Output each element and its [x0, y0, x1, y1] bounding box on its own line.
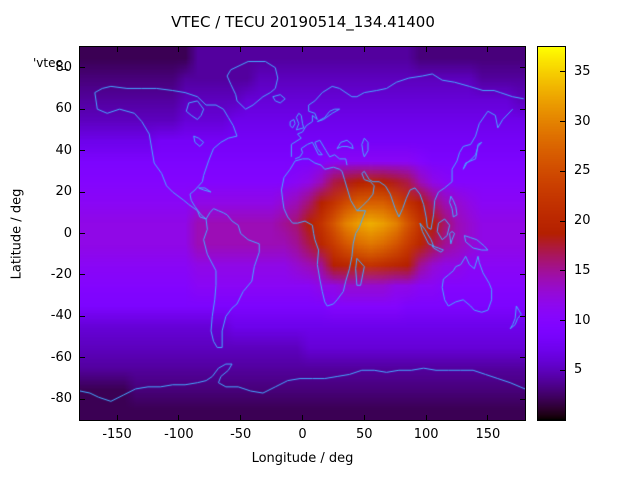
- colorbar-tick-mark: [560, 170, 565, 172]
- x-tick-mark: [425, 415, 427, 420]
- y-tick-mark: [80, 150, 85, 152]
- x-tick-label: -50: [230, 427, 252, 442]
- y-tick-mark: [520, 191, 525, 193]
- x-tick-mark: [116, 47, 118, 52]
- key-label: 'vtec_: [33, 56, 69, 70]
- colorbar: [537, 46, 566, 421]
- y-tick-mark: [80, 357, 85, 359]
- colorbar-tick-label: 10: [574, 312, 591, 328]
- x-tick-mark: [302, 47, 303, 52]
- y-tick-mark: [80, 67, 85, 69]
- y-tick-mark: [80, 398, 85, 400]
- y-tick-mark: [80, 108, 85, 110]
- colorbar-tick-mark: [560, 369, 565, 371]
- x-tick-mark: [487, 415, 489, 420]
- y-tick-label: 40: [55, 142, 72, 158]
- x-tick-label: -100: [164, 427, 194, 442]
- colorbar-tick-label: 35: [574, 63, 591, 79]
- colorbar-tick-mark: [560, 220, 565, 222]
- x-tick-mark: [178, 415, 180, 420]
- x-tick-label: 0: [298, 427, 307, 442]
- plot-area: [79, 46, 526, 421]
- x-tick-mark: [425, 47, 427, 52]
- x-tick-mark: [240, 415, 242, 420]
- plot-title: VTEC / TECU 20190514_134.41400: [171, 13, 435, 31]
- y-tick-mark: [80, 191, 85, 193]
- y-tick-label: -80: [50, 391, 72, 407]
- colorbar-tick-mark: [560, 121, 565, 123]
- x-tick-mark: [302, 415, 303, 420]
- y-tick-mark: [520, 315, 525, 317]
- y-tick-mark: [80, 233, 85, 234]
- colorbar-tick-mark: [560, 71, 565, 73]
- y-tick-mark: [80, 274, 85, 276]
- y-tick-mark: [80, 315, 85, 317]
- y-tick-mark: [520, 233, 525, 234]
- colorbar-tick-label: 25: [574, 163, 591, 179]
- x-tick-label: 150: [475, 427, 501, 442]
- y-tick-label: -20: [50, 266, 72, 282]
- colorbar-tick-label: 30: [574, 113, 591, 129]
- x-tick-mark: [363, 47, 365, 52]
- colorbar-tick-label: 15: [574, 262, 591, 278]
- y-tick-label: 20: [55, 184, 72, 200]
- x-tick-label: -150: [102, 427, 132, 442]
- colorbar-tick-mark: [560, 320, 565, 322]
- y-tick-mark: [520, 398, 525, 400]
- colorbar-tick-mark: [560, 270, 565, 272]
- colorbar-gradient-canvas: [538, 47, 565, 420]
- y-tick-label: 60: [55, 101, 72, 117]
- colorbar-tick-label: 20: [574, 213, 591, 229]
- y-tick-label: -60: [50, 349, 72, 365]
- y-tick-mark: [520, 67, 525, 69]
- x-axis-label: Longitude / deg: [251, 451, 354, 466]
- y-tick-mark: [520, 108, 525, 110]
- colorbar-tick-label: 5: [574, 362, 583, 378]
- y-tick-label: 0: [63, 225, 72, 241]
- y-tick-mark: [520, 357, 525, 359]
- heatmap-canvas: [80, 47, 525, 420]
- x-tick-mark: [363, 415, 365, 420]
- x-tick-label: 100: [413, 427, 439, 442]
- x-tick-label: 50: [356, 427, 373, 442]
- x-tick-mark: [116, 415, 118, 420]
- x-tick-mark: [487, 47, 489, 52]
- x-tick-mark: [178, 47, 180, 52]
- y-tick-label: 80: [55, 59, 72, 75]
- y-tick-mark: [520, 150, 525, 152]
- y-tick-mark: [520, 274, 525, 276]
- x-tick-mark: [240, 47, 242, 52]
- y-tick-label: -40: [50, 308, 72, 324]
